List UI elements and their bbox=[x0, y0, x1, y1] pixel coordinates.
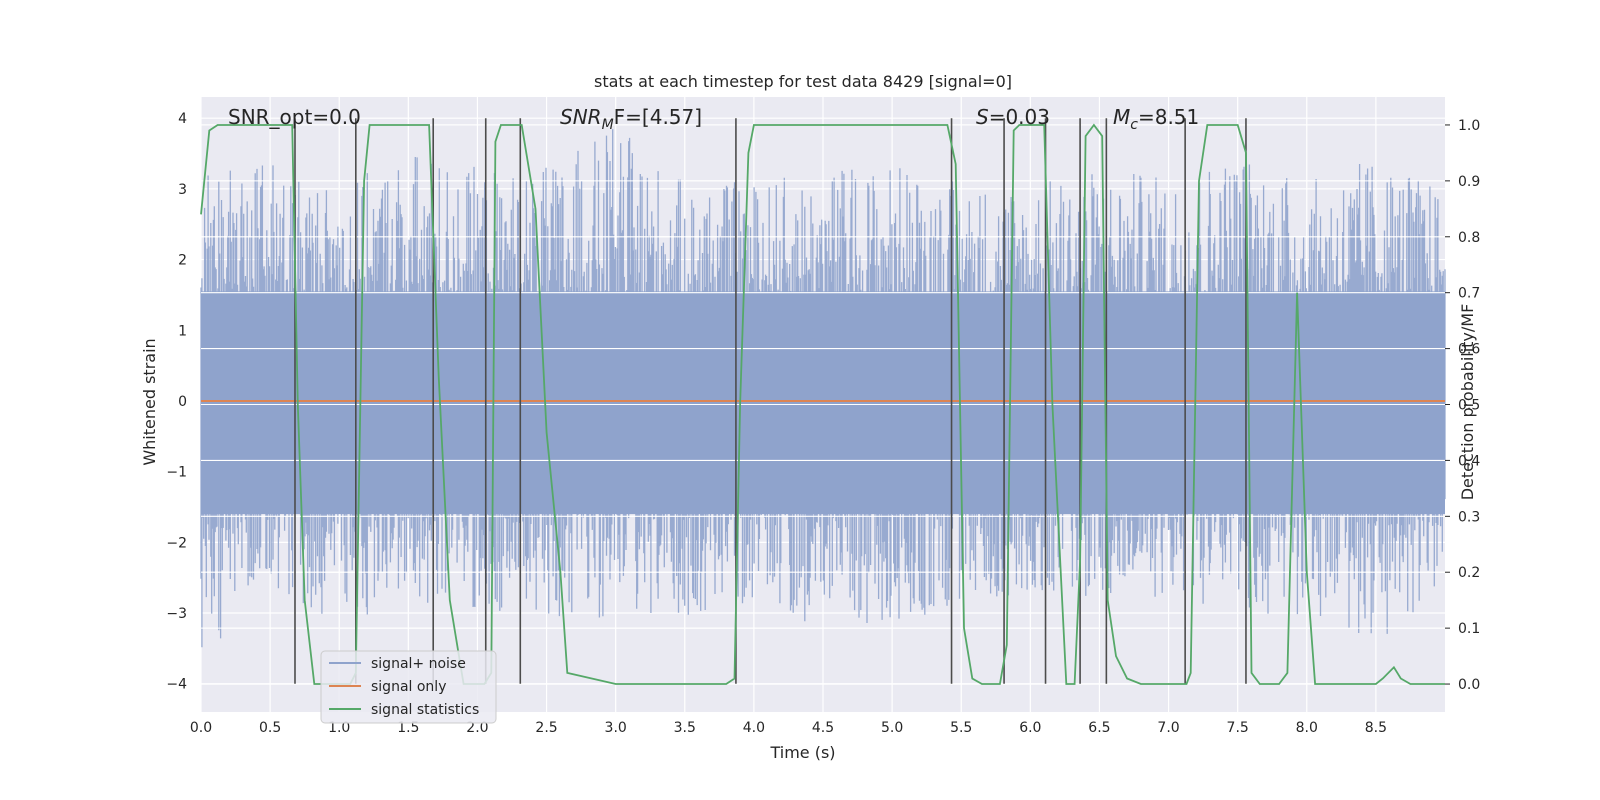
y-left-tick-label: 4 bbox=[178, 111, 187, 127]
x-tick: 4.5 bbox=[812, 720, 834, 736]
x-tick: 5.5 bbox=[950, 720, 972, 736]
y-left-tick: 1 bbox=[178, 323, 187, 339]
y-right-tick-label: 0.8 bbox=[1458, 230, 1480, 246]
x-tick-label: 8.5 bbox=[1365, 720, 1387, 736]
x-tick: 3.5 bbox=[674, 720, 696, 736]
x-tick-label: 3.0 bbox=[605, 720, 627, 736]
annotation-s: S=0.03 bbox=[976, 105, 1050, 129]
legend-label-signal-noise: signal+ noise bbox=[371, 656, 466, 672]
x-tick-label: 3.5 bbox=[674, 720, 696, 736]
x-tick: 1.0 bbox=[328, 720, 350, 736]
y-right-tick-label: 0.3 bbox=[1458, 509, 1480, 525]
signal-noise-core bbox=[201, 291, 1445, 515]
left-y-axis-ticks: −4 −3 −2 −1 0 1 2 3 4 bbox=[166, 111, 187, 693]
y-right-tick: 0.1 bbox=[1445, 621, 1480, 637]
x-tick-label: 7.0 bbox=[1157, 720, 1179, 736]
y-left-tick: −2 bbox=[166, 535, 187, 551]
y-right-tick: 0.0 bbox=[1445, 677, 1480, 693]
y-right-tick: 0.6 bbox=[1445, 342, 1480, 358]
y-right-tick: 0.3 bbox=[1445, 509, 1480, 525]
x-tick: 2.5 bbox=[535, 720, 557, 736]
y-right-tick-label: 0.9 bbox=[1458, 174, 1480, 190]
y-right-tick: 0.8 bbox=[1445, 230, 1480, 246]
y-right-tick-label: 1.0 bbox=[1458, 118, 1480, 134]
legend-label-signal-only: signal only bbox=[371, 679, 446, 695]
x-tick-label: 4.0 bbox=[743, 720, 765, 736]
x-tick: 4.0 bbox=[743, 720, 765, 736]
y-right-tick-label: 0.2 bbox=[1458, 565, 1480, 581]
y-left-tick: −4 bbox=[166, 677, 187, 693]
x-tick-label: 1.5 bbox=[397, 720, 419, 736]
x-tick: 5.0 bbox=[881, 720, 903, 736]
x-axis-ticks: 0.0 0.5 1.0 1.5 2.0 2.5 3.0 3.5 4.0 4.5 5.0 5.5 6.0 6… bbox=[190, 720, 1387, 736]
x-tick-label: 0.5 bbox=[259, 720, 281, 736]
y-right-tick: 1.0 bbox=[1445, 118, 1480, 134]
right-y-axis-ticks: 0.0 0.1 0.2 0.3 0.4 0.5 0.6 0.7 0.8 0.9 1.0 bbox=[1445, 118, 1480, 693]
annotation-snr-opt: SNR_opt=0.0 bbox=[228, 105, 361, 129]
x-tick: 8.0 bbox=[1296, 720, 1318, 736]
x-tick-label: 7.5 bbox=[1227, 720, 1249, 736]
y-left-tick-label: 1 bbox=[178, 323, 187, 339]
y-right-tick: 0.4 bbox=[1445, 453, 1480, 469]
legend-box bbox=[320, 650, 497, 724]
x-tick-label: 8.0 bbox=[1296, 720, 1318, 736]
y-right-tick-label: 0.7 bbox=[1458, 286, 1480, 302]
y-left-tick-label: −2 bbox=[166, 535, 187, 551]
y-right-tick-label: 0.0 bbox=[1458, 677, 1480, 693]
x-tick: 6.0 bbox=[1019, 720, 1041, 736]
y-right-tick-label: 0.4 bbox=[1458, 453, 1480, 469]
left-y-axis-label: Whitened strain bbox=[140, 338, 159, 465]
legend: signal+ noise signal only signal statist… bbox=[320, 650, 497, 724]
y-left-tick: 2 bbox=[178, 253, 187, 269]
y-right-tick-label: 0.5 bbox=[1458, 398, 1480, 414]
signal-statistics-series bbox=[200, 123, 1445, 685]
y-left-tick-label: 0 bbox=[178, 394, 187, 410]
x-tick: 8.5 bbox=[1365, 720, 1387, 736]
x-tick-label: 4.5 bbox=[812, 720, 834, 736]
signal-statistics-line bbox=[200, 123, 1445, 685]
y-right-tick-label: 0.1 bbox=[1458, 621, 1480, 637]
x-axis-label: Time (s) bbox=[769, 743, 835, 762]
right-y-axis-label: Detection probability/MF bbox=[1458, 304, 1477, 501]
y-left-tick-label: 3 bbox=[178, 182, 187, 198]
x-tick: 0.0 bbox=[190, 720, 212, 736]
y-right-tick: 0.9 bbox=[1445, 174, 1480, 190]
y-left-tick-label: −4 bbox=[166, 677, 187, 693]
x-tick-label: 0.0 bbox=[190, 720, 212, 736]
annotation-mc: Mc=8.51 bbox=[1113, 105, 1199, 133]
y-left-tick-label: −1 bbox=[166, 465, 187, 481]
annotation-snr-mf: SNRMF=[4.57] bbox=[560, 105, 702, 133]
x-tick: 0.5 bbox=[259, 720, 281, 736]
y-left-tick: −3 bbox=[166, 606, 187, 622]
y-left-tick-label: 2 bbox=[178, 253, 187, 269]
y-left-tick: −1 bbox=[166, 465, 187, 481]
x-tick: 6.5 bbox=[1088, 720, 1110, 736]
chart-title: stats at each timestep for test data 842… bbox=[594, 72, 1012, 91]
x-tick-label: 2.0 bbox=[466, 720, 488, 736]
y-right-tick-label: 0.6 bbox=[1458, 342, 1480, 358]
y-right-tick: 0.7 bbox=[1445, 286, 1480, 302]
x-tick: 3.0 bbox=[605, 720, 627, 736]
y-right-tick: 0.5 bbox=[1445, 398, 1480, 414]
x-tick-label: 6.0 bbox=[1019, 720, 1041, 736]
x-tick: 7.5 bbox=[1227, 720, 1249, 736]
x-tick-label: 6.5 bbox=[1088, 720, 1110, 736]
y-left-tick: 3 bbox=[178, 182, 187, 198]
legend-label-signal-statistics: signal statistics bbox=[371, 702, 479, 718]
y-right-tick: 0.2 bbox=[1445, 565, 1480, 581]
x-tick: 1.5 bbox=[397, 720, 419, 736]
x-tick-label: 5.0 bbox=[881, 720, 903, 736]
x-tick: 7.0 bbox=[1157, 720, 1179, 736]
x-tick-label: 5.5 bbox=[950, 720, 972, 736]
y-left-tick: 0 bbox=[178, 394, 187, 410]
y-left-tick: 4 bbox=[178, 111, 187, 127]
x-tick-label: 1.0 bbox=[328, 720, 350, 736]
y-left-tick-label: −3 bbox=[166, 606, 187, 622]
x-tick-label: 2.5 bbox=[535, 720, 557, 736]
x-tick: 2.0 bbox=[466, 720, 488, 736]
